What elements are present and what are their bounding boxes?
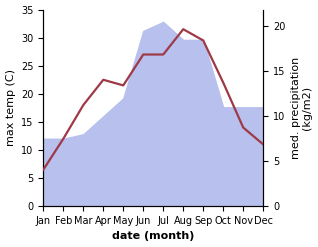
X-axis label: date (month): date (month) [112,231,194,242]
Y-axis label: med. precipitation
(kg/m2): med. precipitation (kg/m2) [291,57,313,159]
Y-axis label: max temp (C): max temp (C) [5,69,16,146]
